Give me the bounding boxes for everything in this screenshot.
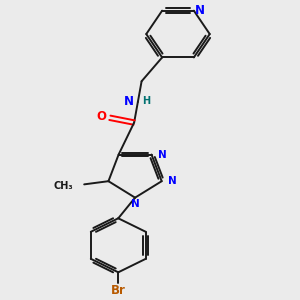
Text: N: N bbox=[158, 150, 166, 160]
Text: N: N bbox=[131, 199, 140, 209]
Text: Br: Br bbox=[111, 284, 126, 297]
Text: H: H bbox=[142, 96, 150, 106]
Text: CH₃: CH₃ bbox=[53, 181, 73, 191]
Text: O: O bbox=[97, 110, 107, 123]
Text: N: N bbox=[124, 95, 134, 108]
Text: N: N bbox=[168, 176, 176, 186]
Text: N: N bbox=[194, 4, 205, 17]
